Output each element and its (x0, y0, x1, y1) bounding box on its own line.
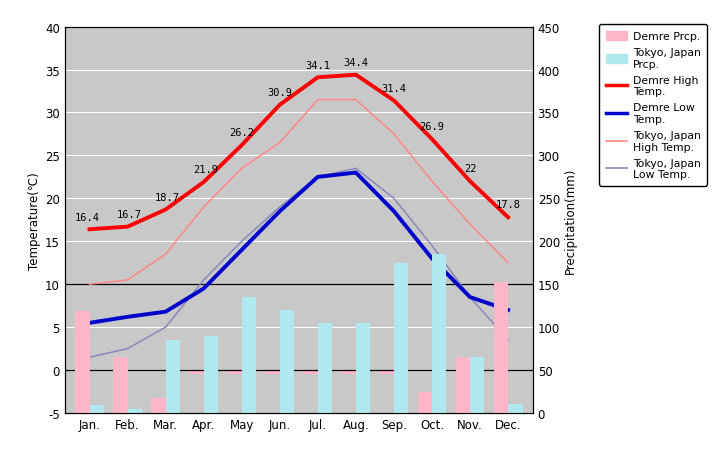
Text: 22: 22 (464, 164, 476, 174)
Text: 16.4: 16.4 (75, 212, 100, 222)
Text: 34.1: 34.1 (305, 61, 330, 70)
Y-axis label: Precipitation(mm): Precipitation(mm) (564, 167, 577, 274)
Text: 26.9: 26.9 (420, 122, 444, 132)
Y-axis label: Temperature(℃): Temperature(℃) (28, 172, 41, 269)
Bar (356, 323, 370, 413)
Bar (341, 370, 356, 374)
Text: 17.8: 17.8 (495, 200, 521, 210)
Bar (318, 323, 333, 413)
Text: 26.2: 26.2 (229, 128, 254, 138)
Bar (394, 263, 408, 413)
Bar (280, 310, 294, 413)
Text: 31.4: 31.4 (382, 84, 406, 94)
Text: 18.7: 18.7 (155, 192, 180, 202)
Bar (204, 336, 218, 413)
Bar (228, 370, 242, 374)
Bar (379, 370, 394, 374)
Bar (242, 297, 256, 413)
Bar (151, 398, 166, 413)
Bar (494, 283, 508, 413)
Bar (166, 340, 180, 413)
Bar (432, 255, 446, 413)
Bar (418, 392, 432, 413)
Text: 30.9: 30.9 (267, 88, 292, 98)
Bar (508, 404, 523, 413)
Bar (456, 358, 470, 413)
Bar (89, 405, 104, 413)
Text: 16.7: 16.7 (117, 209, 142, 219)
Text: 21.9: 21.9 (193, 165, 218, 175)
Bar (113, 358, 127, 413)
Text: 34.4: 34.4 (343, 58, 369, 68)
Bar (189, 370, 204, 374)
Bar (303, 370, 318, 374)
Bar (127, 409, 142, 413)
Bar (265, 370, 280, 374)
Bar (470, 358, 485, 413)
Legend: Demre Prcp., Tokyo, Japan
Prcp., Demre High
Temp., Demre Low
Temp., Tokyo, Japan: Demre Prcp., Tokyo, Japan Prcp., Demre H… (599, 25, 707, 186)
Bar (75, 311, 89, 413)
